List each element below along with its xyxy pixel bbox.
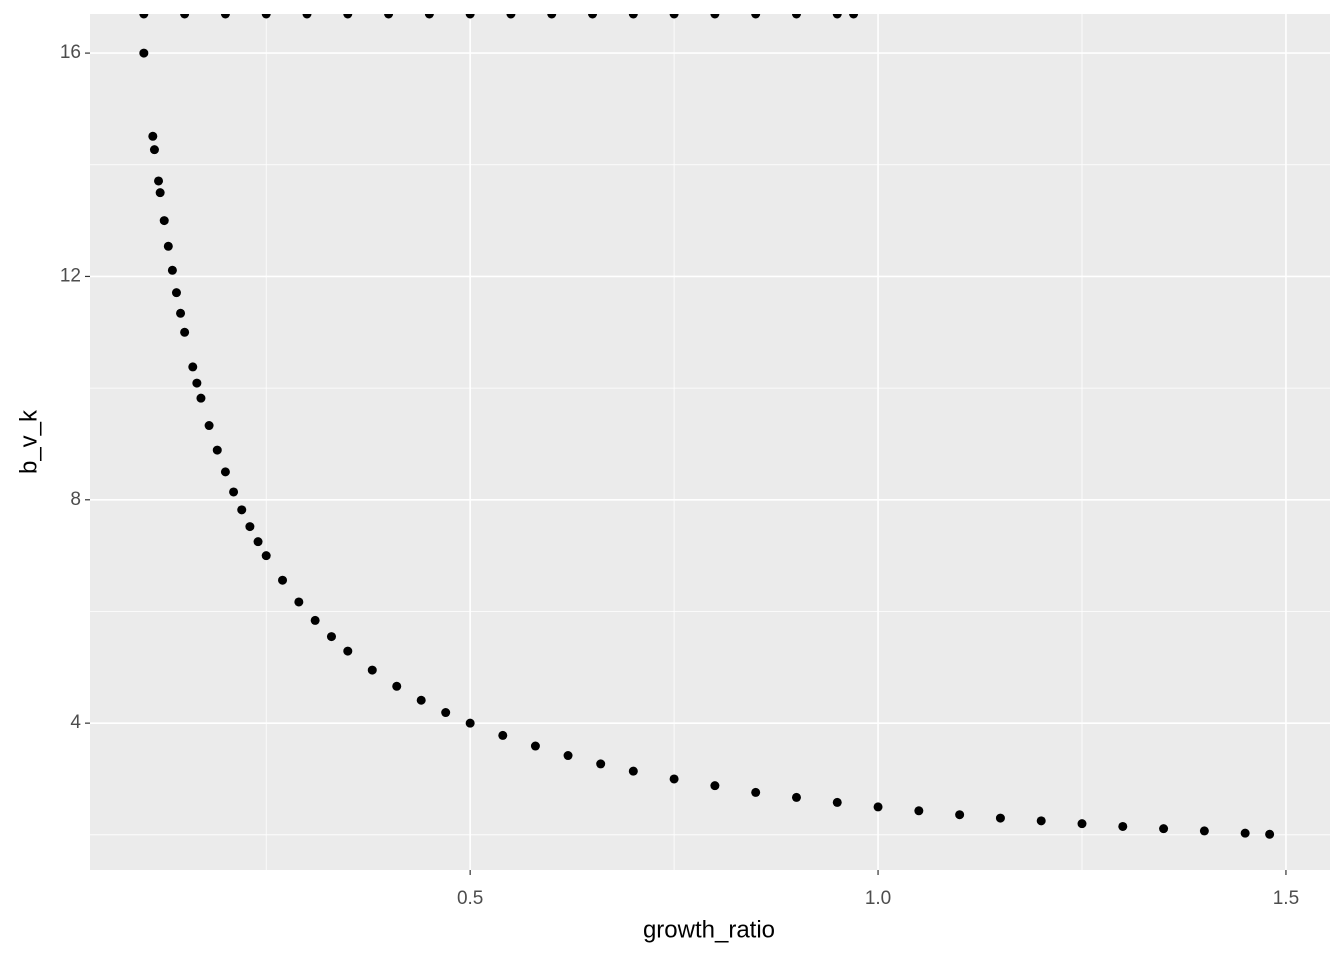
point	[229, 487, 239, 497]
point	[392, 681, 402, 691]
point	[220, 14, 230, 19]
point	[188, 362, 198, 372]
point	[167, 265, 177, 275]
point	[710, 14, 720, 19]
point	[1199, 826, 1209, 836]
point	[261, 14, 271, 19]
point	[302, 14, 312, 19]
point	[832, 14, 842, 19]
point	[669, 774, 679, 784]
point	[498, 730, 508, 740]
x-tick-label: 0.5	[457, 888, 483, 909]
y-tick-label: 8	[70, 489, 81, 510]
point	[791, 14, 801, 19]
point	[171, 288, 181, 298]
point	[139, 48, 149, 58]
point	[628, 766, 638, 776]
point	[261, 551, 271, 561]
point	[849, 14, 859, 19]
point	[148, 131, 158, 141]
point	[343, 14, 353, 19]
point	[416, 695, 426, 705]
point	[1036, 816, 1046, 826]
point	[751, 787, 761, 797]
point	[1159, 824, 1169, 834]
point	[180, 327, 190, 337]
point	[1077, 819, 1087, 829]
point	[441, 708, 451, 718]
point	[588, 14, 598, 19]
point	[1265, 829, 1275, 839]
x-tick-label: 1.5	[1273, 888, 1299, 909]
point	[163, 241, 173, 251]
point	[995, 813, 1005, 823]
point	[180, 14, 190, 19]
y-axis-title: b_v_k	[15, 409, 42, 474]
point	[791, 792, 801, 802]
point	[384, 14, 394, 19]
point	[149, 145, 159, 155]
point	[310, 615, 320, 625]
point	[343, 646, 353, 656]
panel	[90, 14, 1330, 870]
point	[196, 393, 206, 403]
point	[596, 759, 606, 769]
point	[294, 597, 304, 607]
point	[176, 308, 186, 318]
point	[563, 751, 573, 761]
point	[832, 797, 842, 807]
point	[710, 781, 720, 791]
point	[914, 806, 924, 816]
point	[220, 467, 230, 477]
y-tick-label: 12	[60, 265, 81, 286]
point	[245, 522, 255, 532]
point	[278, 575, 288, 585]
point	[547, 14, 557, 19]
point	[669, 14, 679, 19]
point	[1240, 828, 1250, 838]
y-tick-label: 4	[70, 712, 81, 733]
point	[628, 14, 638, 19]
point	[424, 14, 434, 19]
point	[530, 741, 540, 751]
point	[192, 378, 202, 388]
point	[955, 810, 965, 820]
point	[873, 802, 883, 812]
y-tick-label: 16	[60, 42, 81, 63]
point	[154, 176, 164, 186]
point	[465, 718, 475, 728]
point	[326, 632, 336, 642]
point	[751, 14, 761, 19]
point	[237, 505, 247, 515]
point	[159, 216, 169, 226]
point	[1118, 821, 1128, 831]
point	[204, 421, 214, 431]
point	[155, 188, 165, 198]
x-tick-label: 1.0	[865, 888, 891, 909]
point	[253, 537, 263, 547]
point	[367, 665, 377, 675]
point	[212, 445, 222, 455]
point	[506, 14, 516, 19]
point	[465, 14, 475, 19]
point	[139, 14, 149, 19]
x-axis-title: growth_ratio	[643, 916, 775, 943]
